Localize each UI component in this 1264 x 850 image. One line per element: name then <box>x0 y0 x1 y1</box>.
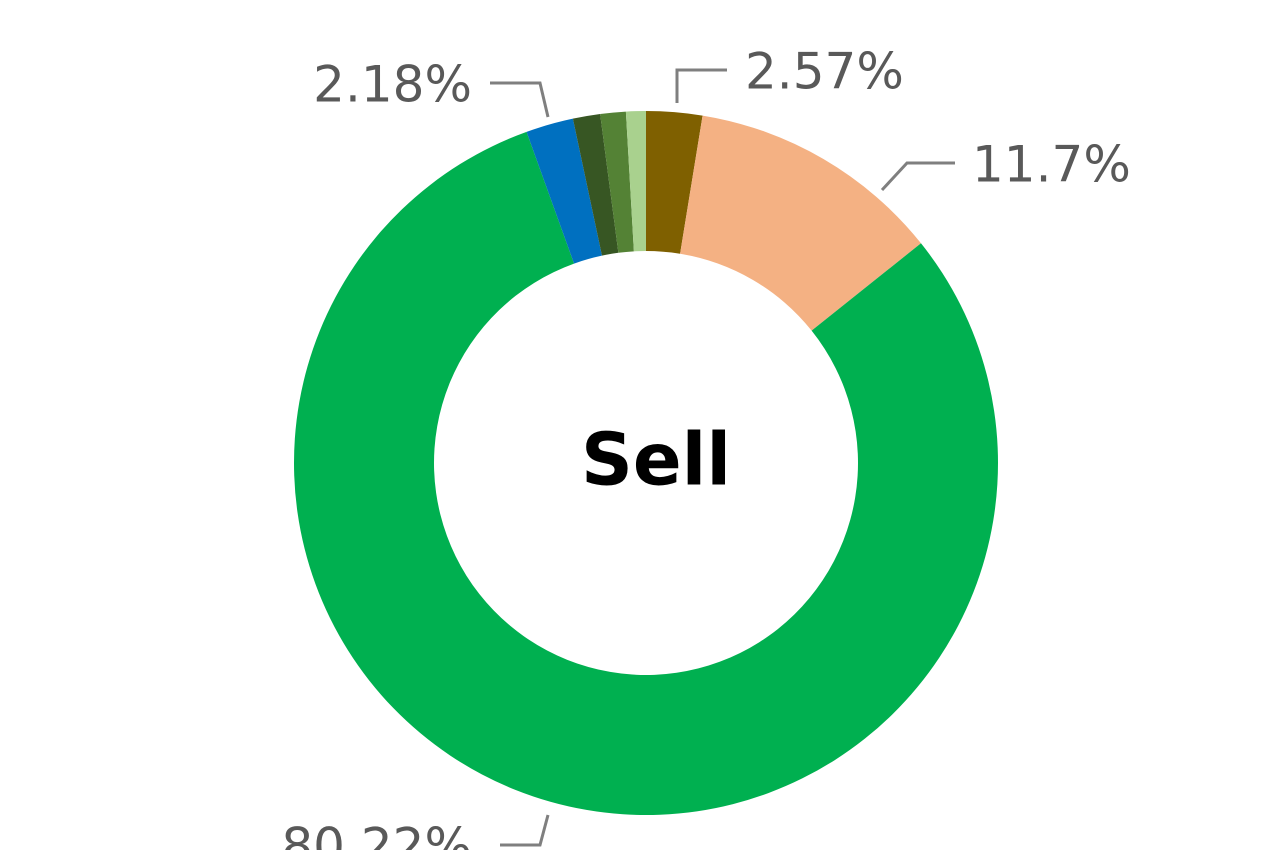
data-label: 11.7% <box>972 136 1131 194</box>
slice <box>572 114 619 256</box>
data-label: 2.18% <box>313 56 472 114</box>
slice <box>646 111 703 254</box>
slice <box>294 131 999 815</box>
labels: 2.57% 11.7% 80.22% 2.18% <box>281 43 1131 850</box>
chart-title: Sell <box>581 418 731 502</box>
slices <box>294 111 999 815</box>
slice <box>625 111 646 252</box>
leader-line <box>490 81 550 118</box>
data-label: 2.57% <box>745 43 904 101</box>
leader-line <box>675 68 727 103</box>
slice <box>680 115 921 331</box>
slice <box>600 111 634 253</box>
leader-line <box>500 814 550 847</box>
data-label: 80.22% <box>281 818 472 850</box>
slice <box>526 118 602 264</box>
leader-line <box>880 161 955 192</box>
